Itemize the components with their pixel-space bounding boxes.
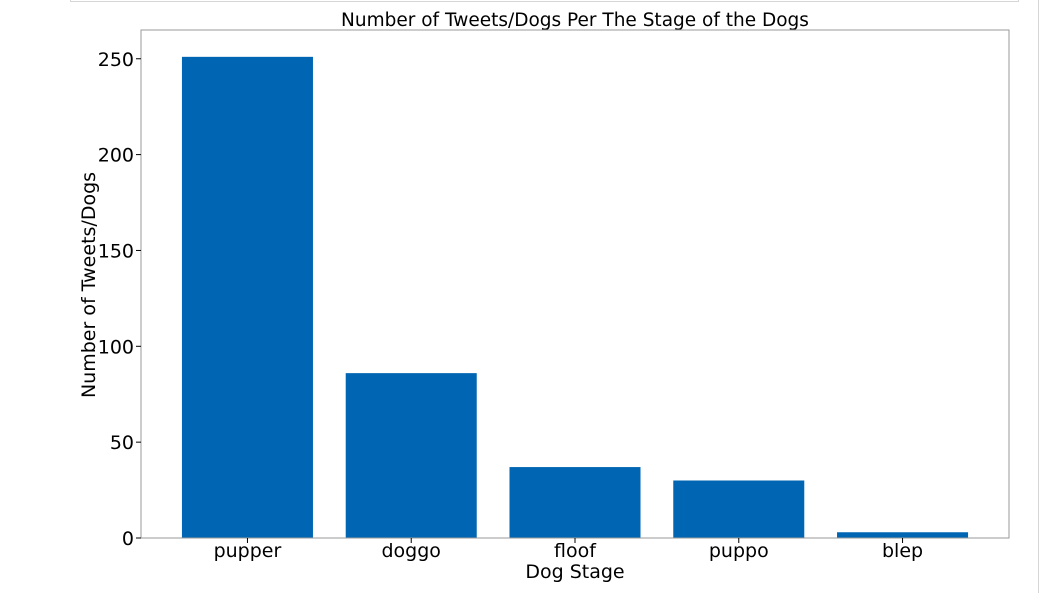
x-axis: pupper doggo floof puppo blep (214, 538, 923, 562)
bar-puppo (673, 480, 805, 538)
bar-pupper (181, 56, 313, 538)
x-tick-label-puppo: puppo (709, 540, 769, 562)
y-axis: 0 50 100 150 200 250 (98, 49, 141, 550)
x-axis-label: Dog Stage (525, 561, 624, 583)
bar-floof (509, 467, 641, 538)
bar-blep (837, 532, 969, 538)
bars-group (181, 56, 969, 538)
y-tick-label-150: 150 (98, 240, 134, 262)
notebook-scrollbar-edge (1038, 0, 1039, 593)
chart-title: Number of Tweets/Dogs Per The Stage of t… (341, 10, 809, 31)
y-tick-label-100: 100 (98, 336, 134, 358)
y-tick-label-50: 50 (110, 432, 134, 454)
x-tick-label-blep: blep (882, 540, 923, 562)
y-tick-label-200: 200 (98, 145, 134, 167)
x-tick-label-pupper: pupper (214, 540, 282, 562)
x-tick-label-doggo: doggo (382, 540, 441, 562)
bar-doggo (345, 373, 477, 538)
y-tick-label-250: 250 (98, 49, 134, 71)
x-tick-label-floof: floof (554, 540, 597, 562)
y-tick-label-0: 0 (122, 528, 134, 550)
y-axis-label: Number of Tweets/Dogs (78, 172, 100, 398)
notebook-cell-border (70, 0, 1019, 2)
